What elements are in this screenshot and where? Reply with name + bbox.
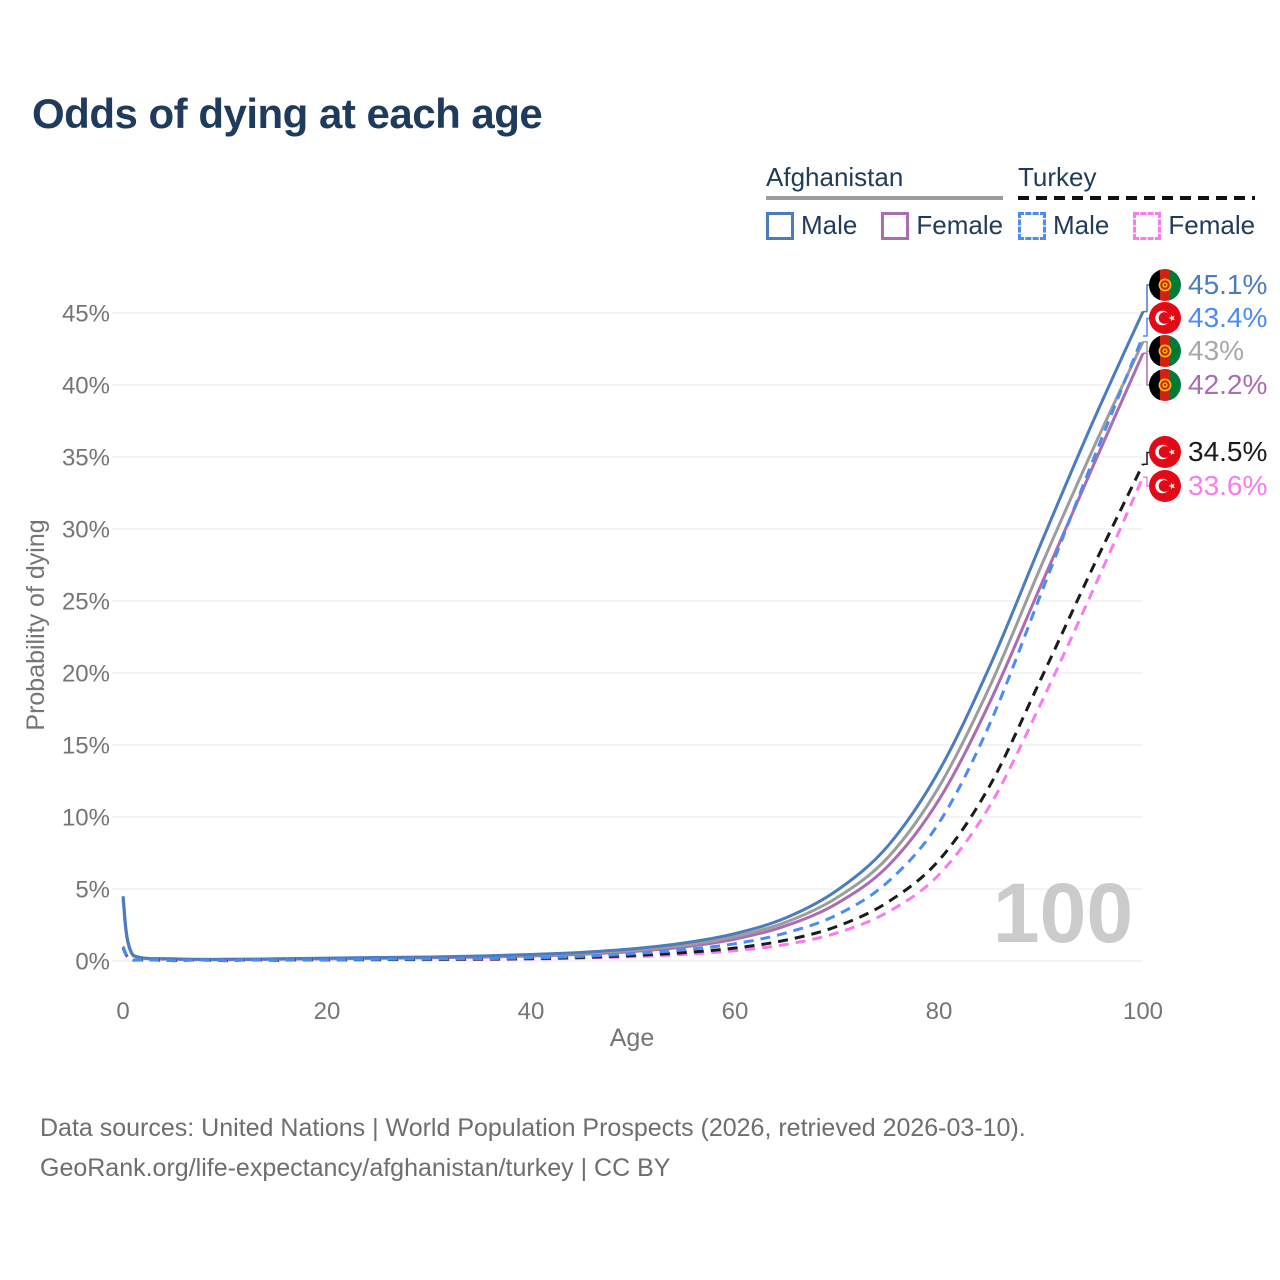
x-tick-label: 20 — [314, 998, 341, 1025]
x-tick-label: 0 — [116, 998, 129, 1025]
y-axis-title: Probability of dying — [22, 519, 50, 730]
series-line-af_male[interactable] — [121, 310, 1145, 961]
turkey-flag-icon — [1149, 470, 1181, 502]
legend-item-turkey-female[interactable]: Female — [1133, 210, 1255, 241]
attribution-line: GeoRank.org/life-expectancy/afghanistan/… — [40, 1154, 671, 1182]
legend-label-turkey-male: Male — [1053, 210, 1110, 240]
end-value-turkey-female: 33.6% — [1188, 470, 1268, 501]
legend-item-turkey-male[interactable]: Male — [1018, 210, 1109, 241]
legend-label-turkey-female: Female — [1168, 210, 1256, 240]
turkey-female-swatch-icon — [1133, 211, 1162, 240]
end-label-afghanistan-total: 43% — [1149, 334, 1244, 368]
legend-label-afghanistan-female: Female — [916, 210, 1004, 240]
series-line-tr_total[interactable] — [121, 463, 1145, 963]
end-label-afghanistan-male: 45.1% — [1149, 268, 1267, 302]
turkey-flag-icon — [1149, 302, 1181, 334]
page-title: Odds of dying at each age — [32, 90, 543, 137]
gridlines — [112, 312, 1142, 962]
turkey-flag-icon — [1149, 436, 1181, 468]
series-line-af_total[interactable] — [121, 341, 1145, 962]
x-tick-label: 80 — [926, 998, 953, 1025]
series-line-tr_female[interactable] — [121, 476, 1145, 963]
end-label-turkey-total: 34.5% — [1149, 435, 1267, 469]
legend-item-afghanistan-male[interactable]: Male — [766, 210, 857, 241]
legend-item-afghanistan-female[interactable]: Female — [881, 210, 1003, 241]
x-axis-title: Age — [610, 1024, 654, 1052]
y-tick-label: 20% — [62, 661, 110, 688]
series-line-tr_male[interactable] — [121, 335, 1145, 963]
y-tick-label: 40% — [62, 373, 110, 400]
y-tick-label: 0% — [75, 949, 110, 976]
leader-line-af_total — [1143, 341, 1151, 353]
age-watermark: 100 — [993, 866, 1133, 960]
y-tick-label: 35% — [62, 445, 110, 472]
end-value-turkey-male: 43.4% — [1188, 302, 1268, 333]
legend-label-afghanistan-male: Male — [801, 210, 858, 240]
y-tick-label: 30% — [62, 517, 110, 544]
end-value-afghanistan-male: 45.1% — [1188, 269, 1268, 300]
legend-country-afghanistan: Afghanistan — [766, 162, 904, 192]
end-label-turkey-female: 33.6% — [1149, 469, 1267, 503]
x-tick-label: 100 — [1123, 998, 1163, 1025]
turkey-male-swatch-icon — [1018, 211, 1046, 240]
leader-line-tr_male — [1143, 317, 1151, 337]
end-value-afghanistan-female: 42.2% — [1188, 369, 1268, 400]
y-tick-label: 5% — [75, 877, 110, 904]
y-tick-label: 15% — [62, 733, 110, 760]
end-value-afghanistan-total: 43% — [1188, 335, 1245, 366]
legend-country-turkey: Turkey — [1018, 162, 1097, 192]
x-tick-label: 60 — [722, 998, 749, 1025]
y-tick-label: 10% — [62, 805, 110, 832]
y-tick-label: 45% — [62, 301, 110, 328]
afghanistan-male-swatch-icon — [766, 211, 794, 240]
turkey-line-style-sample — [1018, 196, 1256, 200]
end-value-turkey-total: 34.5% — [1188, 436, 1268, 467]
afghanistan-flag-icon — [1149, 335, 1181, 367]
afghanistan-flag-icon — [1149, 269, 1181, 301]
leader-line-tr_total — [1143, 451, 1151, 465]
end-label-afghanistan-female: 42.2% — [1149, 368, 1267, 402]
end-label-turkey-male: 43.4% — [1149, 301, 1267, 335]
afghanistan-female-swatch-icon — [881, 211, 910, 240]
data-sources-line: Data sources: United Nations | World Pop… — [40, 1114, 1026, 1142]
y-tick-label: 25% — [62, 589, 110, 616]
x-tick-label: 40 — [518, 998, 545, 1025]
footer: Data sources: United Nations | World Pop… — [40, 1108, 1026, 1188]
series-line-af_female[interactable] — [121, 352, 1145, 962]
axis-labels: Age Probability of dying 0% 5% 10% 15% 20% 25… — [22, 301, 1163, 1053]
legend-group-afghanistan: Afghanistan Male Female — [766, 162, 1004, 241]
afghanistan-line-style-sample — [766, 196, 1004, 200]
legend-group-turkey: Turkey Male Female — [1018, 162, 1256, 241]
afghanistan-flag-icon — [1149, 369, 1181, 401]
